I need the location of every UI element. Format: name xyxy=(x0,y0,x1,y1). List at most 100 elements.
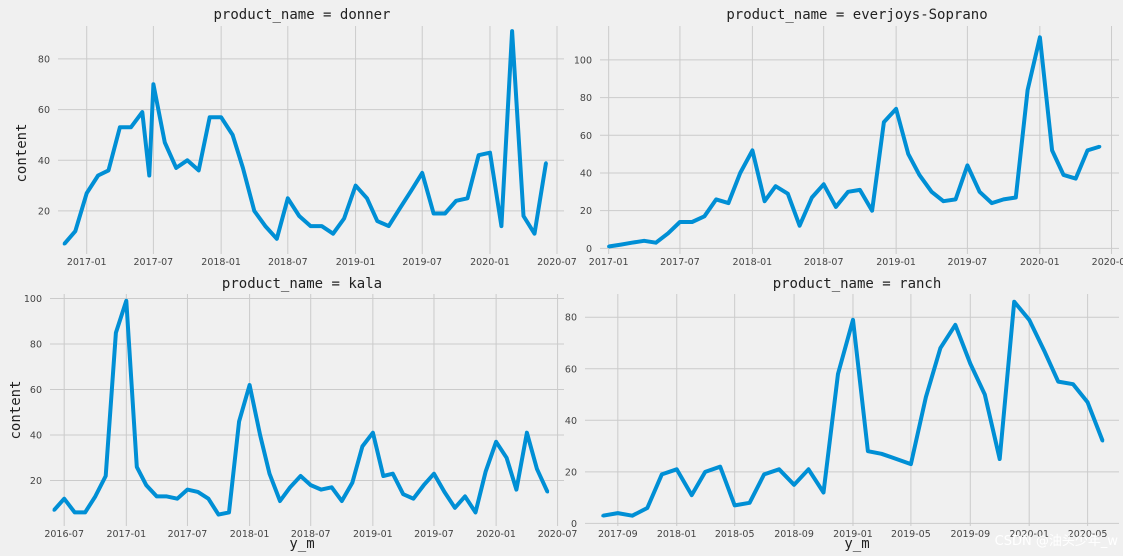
data-point xyxy=(231,133,235,137)
data-point xyxy=(473,510,478,514)
y-tick-label: 40 xyxy=(30,431,42,442)
data-point xyxy=(375,219,379,223)
data-point xyxy=(83,510,87,514)
data-point xyxy=(73,229,77,233)
data-point xyxy=(1061,173,1066,177)
x-tick-label: 2020-07 xyxy=(538,529,578,540)
x-tick-label: 2017-07 xyxy=(134,257,174,268)
data-point xyxy=(237,419,241,423)
y-tick-label: 60 xyxy=(38,105,50,116)
data-point xyxy=(718,465,722,469)
data-point xyxy=(798,224,802,228)
data-point xyxy=(998,457,1002,461)
data-point xyxy=(174,166,178,170)
x-tick-label: 2020-01 xyxy=(470,257,510,268)
x-tick-label: 2019-01 xyxy=(876,257,916,268)
data-point xyxy=(810,195,814,200)
data-point xyxy=(365,196,369,200)
chart-panel: 20 40 60 80 100 2016-07 2017-01 2017-07 2018-01 2… xyxy=(8,276,577,552)
x-tick-label: 2019-07 xyxy=(402,257,442,268)
data-point xyxy=(1085,148,1090,152)
x-tick-label: 2017-07 xyxy=(660,257,700,268)
data-point xyxy=(654,241,658,245)
y-tick-label: 60 xyxy=(565,364,577,375)
data-point xyxy=(666,231,670,235)
x-tick-label: 2018-07 xyxy=(291,529,331,540)
data-point xyxy=(114,331,118,335)
y-tick-label: 60 xyxy=(30,385,42,396)
data-point xyxy=(714,197,718,201)
data-point xyxy=(762,472,766,476)
data-point xyxy=(882,120,886,124)
data-point xyxy=(924,395,928,399)
y-tick-label: 40 xyxy=(565,416,577,427)
data-point xyxy=(309,483,313,487)
data-point xyxy=(1071,382,1075,386)
data-point xyxy=(822,182,826,186)
data-point xyxy=(494,440,498,444)
data-point xyxy=(248,383,252,387)
data-point xyxy=(165,494,169,498)
chart-panel: 0 20 40 60 80 2017-09 2018-01 2018-05 2018-09 201… xyxy=(565,276,1119,552)
data-point xyxy=(930,190,934,194)
data-point xyxy=(309,224,313,228)
data-point xyxy=(1042,349,1046,353)
data-point xyxy=(197,168,201,172)
data-point xyxy=(866,449,870,453)
x-tick-label: 2019-07 xyxy=(948,257,988,268)
data-point xyxy=(387,224,391,228)
x-tick-label: 2018-01 xyxy=(230,529,270,540)
x-tick-label: 2018-01 xyxy=(201,257,241,268)
y-tick-label: 80 xyxy=(580,93,592,104)
data-point xyxy=(196,490,200,494)
data-point xyxy=(443,211,447,216)
data-point xyxy=(484,469,488,473)
data-point xyxy=(968,362,972,366)
x-tick-label: 2020-07 xyxy=(1092,257,1123,268)
data-point xyxy=(409,189,413,193)
data-point xyxy=(544,161,548,165)
data-point xyxy=(1014,195,1018,200)
y-tick-label: 80 xyxy=(38,54,50,65)
data-point xyxy=(398,206,402,210)
data-point xyxy=(858,188,862,192)
data-point xyxy=(521,214,526,218)
data-point xyxy=(62,497,66,501)
chart-title: product_name = everjoys-Soprano xyxy=(726,7,987,23)
data-point xyxy=(909,462,913,466)
data-point xyxy=(678,220,682,224)
data-point xyxy=(206,497,210,501)
chart-panel: 0 20 40 60 80 100 2017-01 2017-07 2018-01 2018-07… xyxy=(574,7,1123,268)
data-point xyxy=(894,457,899,461)
data-point xyxy=(155,494,159,498)
data-point xyxy=(454,199,458,203)
y-tick-label: 80 xyxy=(565,313,577,324)
data-point xyxy=(85,191,89,195)
x-tick-label: 2019-01 xyxy=(336,257,376,268)
x-tick-label: 2019-09 xyxy=(950,529,990,540)
data-point xyxy=(93,494,97,498)
data-point xyxy=(738,171,742,175)
y-tick-label: 0 xyxy=(571,519,577,530)
x-tick-label: 2018-01 xyxy=(657,529,697,540)
chart-title: product_name = kala xyxy=(222,276,382,292)
x-tick-label: 2018-05 xyxy=(715,529,755,540)
x-tick-label: 2019-05 xyxy=(891,529,931,540)
data-point xyxy=(185,488,189,492)
x-tick-label: 2017-01 xyxy=(67,257,107,268)
data-point xyxy=(208,115,212,119)
data-point xyxy=(350,481,354,485)
data-point xyxy=(219,115,223,119)
data-point xyxy=(846,190,850,194)
x-axis-label: y_m xyxy=(844,536,869,552)
data-point xyxy=(216,513,221,517)
data-point xyxy=(535,467,539,471)
data-point xyxy=(151,82,155,86)
data-point xyxy=(288,485,292,489)
data-point xyxy=(342,216,346,221)
data-point xyxy=(990,201,994,205)
x-tick-label: 2017-09 xyxy=(598,529,638,540)
data-point xyxy=(319,488,323,492)
data-point xyxy=(690,220,694,224)
